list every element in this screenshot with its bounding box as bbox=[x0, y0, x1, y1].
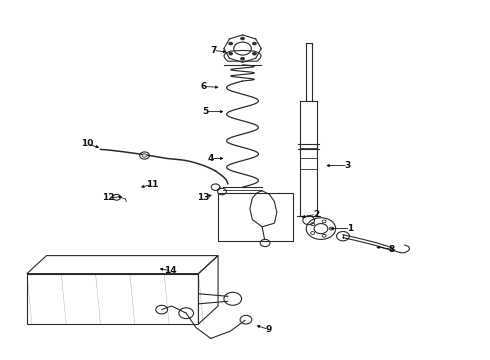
Text: 6: 6 bbox=[200, 82, 206, 91]
Text: 14: 14 bbox=[164, 266, 177, 275]
Text: 9: 9 bbox=[265, 325, 272, 334]
Bar bbox=[27, 274, 198, 324]
Circle shape bbox=[241, 57, 245, 60]
Text: 11: 11 bbox=[146, 180, 158, 189]
Text: 5: 5 bbox=[203, 107, 209, 116]
Text: 4: 4 bbox=[207, 154, 214, 163]
Text: 7: 7 bbox=[210, 46, 217, 55]
Text: 1: 1 bbox=[347, 224, 353, 233]
Text: 13: 13 bbox=[197, 193, 210, 202]
Text: 10: 10 bbox=[81, 139, 94, 148]
Circle shape bbox=[229, 42, 233, 45]
Text: 2: 2 bbox=[313, 210, 319, 219]
Bar bbox=[218, 193, 293, 241]
Circle shape bbox=[241, 37, 245, 40]
Text: 8: 8 bbox=[389, 245, 395, 253]
Circle shape bbox=[252, 52, 256, 55]
Text: 3: 3 bbox=[345, 161, 351, 170]
Text: 12: 12 bbox=[102, 194, 115, 202]
Circle shape bbox=[142, 154, 147, 157]
Circle shape bbox=[252, 42, 256, 45]
Circle shape bbox=[229, 52, 233, 55]
